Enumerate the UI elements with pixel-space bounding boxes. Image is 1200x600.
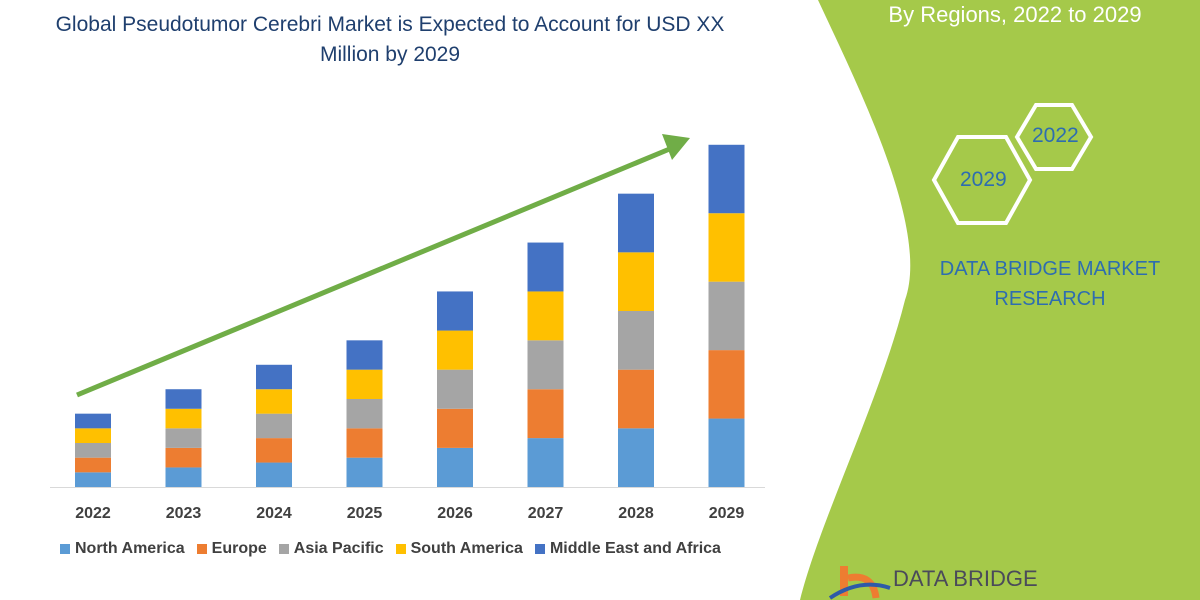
- bar-segment-2026-north-america: [437, 447, 473, 487]
- bar-segment-2028-middle-east-and-africa: [618, 193, 654, 253]
- bar-segment-2023-north-america: [165, 467, 202, 487]
- arrow-head-icon: [662, 134, 690, 160]
- legend-label: South America: [410, 540, 523, 557]
- legend-swatch: [278, 544, 289, 554]
- bar-segment-2027-asia-pacific: [527, 340, 564, 390]
- stacked-bar-chart: 2022 2023 2024 2025 2026 2027 2028 2029: [50, 134, 765, 522]
- x-tick-label: 2026: [437, 505, 473, 522]
- hex-2022: [1014, 103, 1094, 171]
- logo-icon: [828, 566, 891, 600]
- x-tick-label: 2023: [166, 505, 202, 522]
- bar-segment-2028-europe: [618, 369, 654, 429]
- bar-segment-2022-middle-east-and-africa: [75, 413, 111, 429]
- legend-swatch: [534, 544, 545, 554]
- bar-segment-2024-north-america: [256, 462, 292, 487]
- bar-segment-2026-south-america: [437, 330, 473, 370]
- bar-segment-2024-south-america: [256, 389, 292, 414]
- bar-segment-2025-europe: [346, 428, 383, 458]
- legend-item: Europe: [196, 540, 267, 558]
- bar-segment-2029-asia-pacific: [708, 281, 745, 351]
- legend-item: North America: [60, 540, 185, 558]
- chart-title: Global Pseudotumor Cerebri Market is Exp…: [55, 13, 725, 66]
- bar-segment-2025-north-america: [346, 457, 383, 487]
- bar-segment-2025-middle-east-and-africa: [346, 340, 383, 370]
- legend-label: North America: [75, 540, 185, 557]
- hex-2029: [931, 135, 1033, 225]
- legend-swatch: [196, 544, 207, 554]
- legend-item: Asia Pacific: [278, 540, 384, 558]
- brand-name: DATA BRIDGE MARKET RESEARCH: [939, 258, 1161, 310]
- legend-label: Middle East and Africa: [549, 540, 721, 557]
- bar-segment-2029-north-america: [708, 418, 745, 487]
- bar-segment-2023-south-america: [165, 408, 202, 429]
- legend-item: Middle East and Africa: [534, 540, 721, 558]
- x-tick-label: 2027: [528, 505, 564, 522]
- legend-label: Europe: [211, 540, 267, 557]
- bar-segment-2024-asia-pacific: [256, 413, 292, 439]
- x-tick-label: 2022: [75, 505, 111, 522]
- bar-segment-2022-asia-pacific: [75, 443, 111, 458]
- legend-label: Asia Pacific: [293, 540, 384, 557]
- hex-label-2029: 2029: [960, 168, 1007, 191]
- bar-segment-2023-europe: [165, 447, 202, 468]
- bar-segment-2027-europe: [527, 389, 564, 439]
- bar-segment-2026-middle-east-and-africa: [437, 291, 473, 331]
- bar-segment-2024-europe: [256, 438, 292, 463]
- bar-segment-2022-south-america: [75, 428, 111, 443]
- x-tick-label: 2024: [256, 505, 292, 522]
- legend-swatch: [60, 544, 70, 554]
- bar-segment-2023-middle-east-and-africa: [165, 389, 202, 409]
- bar-segment-2029-europe: [708, 350, 745, 419]
- bar-segment-2028-south-america: [618, 252, 654, 311]
- legend-swatch: [395, 544, 406, 554]
- bar-segment-2028-north-america: [618, 428, 654, 487]
- bar-segment-2027-middle-east-and-africa: [527, 242, 564, 292]
- logo-text: DATA BRIDGE: [893, 566, 1038, 591]
- panel-subtitle: By Regions, 2022 to 2029: [888, 2, 1142, 27]
- bar-segment-2028-asia-pacific: [618, 311, 654, 370]
- bar-segment-2027-north-america: [527, 438, 564, 487]
- x-tick-label: 2029: [709, 505, 745, 522]
- legend-item: South America: [395, 540, 523, 558]
- bar-segment-2023-asia-pacific: [165, 428, 202, 448]
- bar-segment-2024-middle-east-and-africa: [256, 364, 292, 390]
- hex-label-2022: 2022: [1032, 124, 1079, 147]
- bar-segment-2025-asia-pacific: [346, 399, 383, 429]
- bar-segment-2025-south-america: [346, 369, 383, 399]
- bar-segment-2022-europe: [75, 457, 111, 473]
- bar-segment-2027-south-america: [527, 291, 564, 341]
- x-tick-label: 2025: [347, 505, 383, 522]
- legend: North America Europe Asia Pacific South Ame…: [60, 540, 721, 558]
- trend-arrow: [76, 145, 673, 398]
- bar-segment-2029-south-america: [708, 213, 745, 282]
- bar-segment-2029-middle-east-and-africa: [708, 144, 745, 214]
- bar-segment-2026-europe: [437, 408, 473, 448]
- x-tick-label: 2028: [618, 505, 654, 522]
- bar-segment-2026-asia-pacific: [437, 369, 473, 409]
- green-panel: [800, 0, 1200, 600]
- bar-segment-2022-north-america: [75, 472, 111, 487]
